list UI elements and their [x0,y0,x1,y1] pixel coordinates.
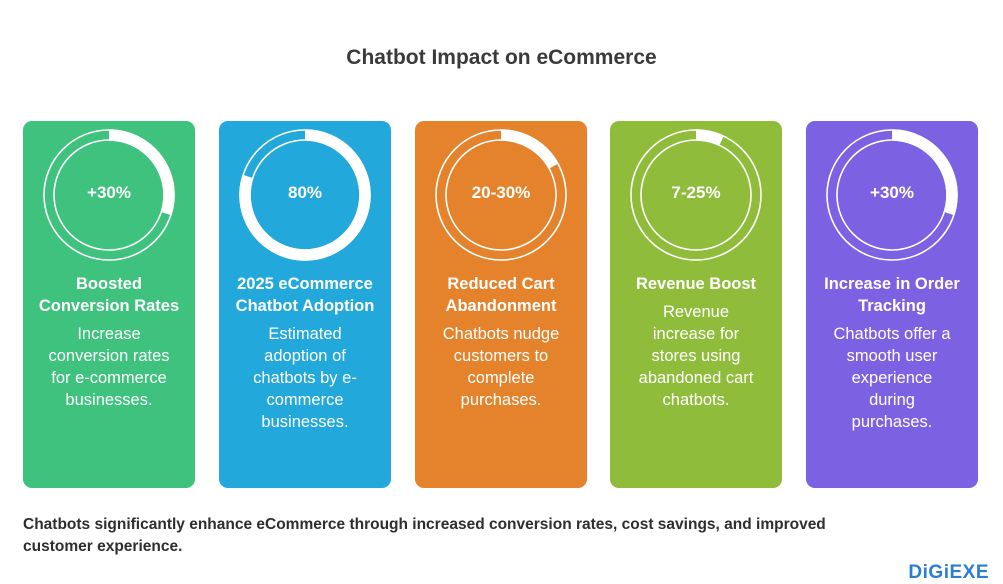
card-description: Chatbots offer a smooth user experience … [833,325,951,431]
stat-card: +30% Increase in Order Tracking Chatbots… [806,121,978,488]
progress-ring [435,129,567,261]
brand-logo: DiGiEXE [908,562,989,583]
stat-card: 7-25% Revenue Boost Revenue increase for… [610,121,782,488]
card-title: Reduced Cart Abandonment [445,275,557,315]
ring-fill-arc [891,129,958,216]
ring-fill-arc [500,129,559,170]
stat-value: +30% [870,183,914,202]
stat-value: 7-25% [671,183,721,202]
stat-card: 20-30% Reduced Cart Abandonment Chatbots… [415,121,587,488]
card-description: Chatbots nudge customers to complete pur… [442,325,560,409]
stat-value: 20-30% [471,183,531,202]
progress-ring [43,129,175,261]
card-title: Increase in Order Tracking [824,275,960,315]
ring-fill-arc [239,129,371,261]
progress-ring [826,129,958,261]
summary-text: Chatbots significantly enhance eCommerce… [23,516,826,555]
card-description: Estimated adoption of chatbots by e-comm… [253,325,357,431]
stat-value: +30% [87,183,131,202]
ring-inner-outline [445,139,557,251]
stat-card: 80% 2025 eCommerce Chatbot Adoption Esti… [219,121,391,488]
progress-ring [239,129,371,261]
card-description: Revenue increase for stores using abando… [638,303,754,409]
ring-fill-arc [108,129,175,216]
card-description: Increase conversion rates for e-commerce… [48,325,170,409]
stat-card: +30% Boosted Conversion Rates Increase c… [23,121,195,488]
card-title: 2025 eCommerce Chatbot Adoption [235,275,375,315]
card-title: Revenue Boost [635,275,757,293]
ring-inner-outline [640,139,752,251]
ring-fill-arc [695,129,724,147]
progress-ring [630,129,762,261]
stat-value: 80% [287,183,323,202]
page-title: Chatbot Impact on eCommerce [346,46,657,69]
card-title: Boosted Conversion Rates [38,275,180,315]
